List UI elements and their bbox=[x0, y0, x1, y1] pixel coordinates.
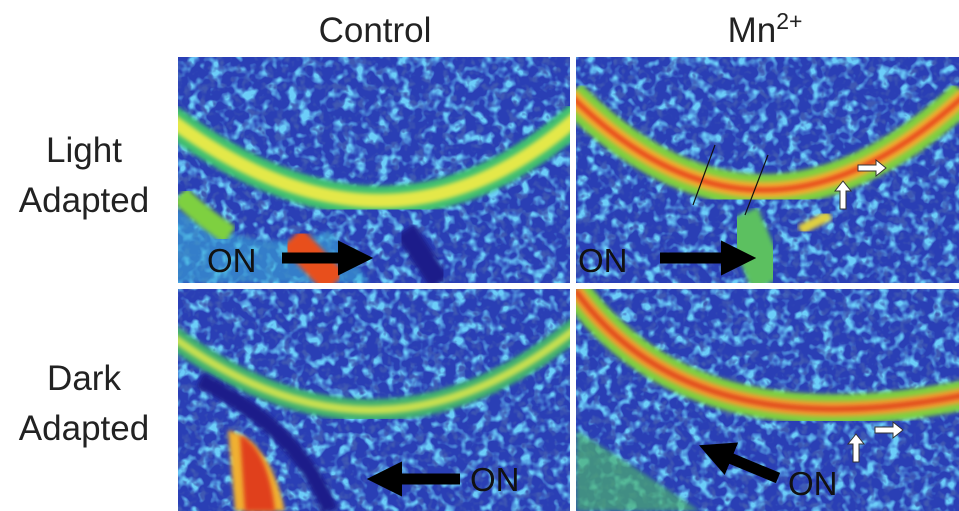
column-header: Mn2+ bbox=[728, 8, 803, 50]
row-header: Light bbox=[46, 131, 122, 170]
header-base: Mn bbox=[728, 11, 777, 50]
row-header: Dark bbox=[47, 359, 121, 398]
column-header: Control bbox=[319, 11, 432, 50]
panel-label: ON bbox=[788, 465, 838, 502]
row-header: Adapted bbox=[19, 409, 149, 448]
figure: Control Mn2+ Light Adapted Dark Adapted … bbox=[0, 0, 959, 511]
panel-label: ON bbox=[207, 242, 257, 279]
panel-image bbox=[575, 289, 959, 511]
row-header: Adapted bbox=[19, 181, 149, 220]
panel-image bbox=[570, 57, 959, 283]
header-superscript: 2+ bbox=[776, 8, 802, 34]
panel-label: ON bbox=[578, 242, 628, 279]
panel-label: ON bbox=[470, 461, 520, 498]
